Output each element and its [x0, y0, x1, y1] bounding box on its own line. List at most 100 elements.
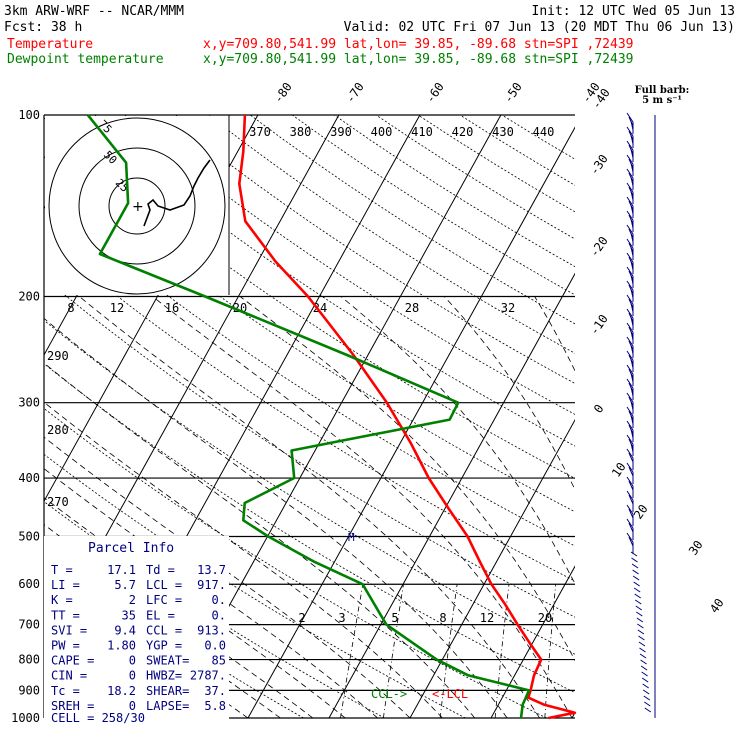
wind-barb [626, 238, 634, 260]
dry-adiabat-line [44, 363, 575, 694]
temperature-trace [238, 114, 577, 720]
wind-barb [626, 224, 634, 246]
wind-barb-low [642, 683, 649, 689]
isotherm-label: 30 [686, 538, 706, 558]
parcel-row-right-value: 85 [212, 654, 226, 668]
sounding-traces [86, 114, 577, 720]
wind-barb-low [634, 593, 641, 599]
barb-legend-title: Full barb: [635, 85, 690, 96]
mixing-ratio-label-lower: 3 [338, 611, 345, 625]
wind-barb-low [644, 701, 651, 707]
mixing-ratio-label: 28 [405, 301, 419, 315]
wind-barb-low [633, 581, 640, 587]
parcel-row-right-label: HWBZ= [146, 669, 182, 683]
wind-barb [626, 168, 634, 190]
wind-barb [626, 518, 634, 540]
wind-barb-low [635, 605, 643, 611]
mixing-ratio-label-lower: 20 [538, 611, 552, 625]
parcel-row-right-value: 0. [212, 608, 226, 622]
moist-adiabat-line [443, 296, 575, 491]
parcel-row-left-label: SVI = [51, 623, 87, 637]
dry-adiabat-line [44, 117, 575, 479]
wind-barb-low [639, 653, 647, 659]
wind-barb-low [641, 671, 648, 677]
wind-barb [626, 434, 634, 456]
wind-barb [626, 280, 634, 302]
wind-barb-low [631, 563, 639, 569]
mixing-ratio-label-lower: 12 [480, 611, 494, 625]
theta-label: 380 [290, 125, 312, 139]
wind-barb-low [639, 647, 646, 653]
moist-adiabat-line [340, 296, 575, 585]
parcel-info-title: Parcel Info [88, 541, 174, 556]
mixing-ratio-label: 8 [67, 301, 74, 315]
wind-barb-low [638, 641, 646, 647]
isotherm-line [328, 272, 575, 718]
parcel-info-panel: Parcel Info T = 17.1 Td = 13.7 LI = 5.7 LCL = 9… [44, 536, 229, 726]
parcel-row-left-label: T = [51, 563, 73, 577]
wind-barb [626, 420, 634, 442]
mixing-ratio-label-lower: 2 [298, 611, 305, 625]
dewpoint-legend: Dewpoint temperature [7, 52, 164, 67]
wind-barb [626, 378, 634, 400]
parcel-row-right-value: 2787. [190, 669, 226, 683]
theta-label: 410 [411, 125, 433, 139]
wind-barb [626, 322, 634, 344]
parcel-row-left-label: LI = [51, 578, 80, 592]
dry-adiabat-line [44, 319, 575, 655]
wind-barb [626, 532, 634, 554]
pressure-tick-label: 500 [18, 529, 40, 543]
parcel-row-left-label: K = [51, 593, 73, 607]
mixing-ratio-label: 24 [313, 301, 327, 315]
wind-barb-low [633, 587, 641, 593]
pressure-tick-label: 1000 [11, 711, 40, 725]
storm-cell-motion: CELL = 258/30 [51, 711, 145, 725]
wind-barb [626, 140, 634, 162]
dry-adiabat-line [44, 277, 575, 618]
theta-label: 390 [330, 125, 352, 139]
theta-label: 420 [452, 125, 474, 139]
wind-barb-low [632, 569, 639, 575]
barb-legend-units: 5 m s⁻¹ [642, 95, 682, 106]
pressure-tick-label: 900 [18, 683, 40, 697]
parcel-row-right-label: LFC = [146, 593, 182, 607]
wind-barb [626, 154, 634, 176]
moist-adiabat-line [79, 296, 540, 718]
theta-label: 400 [371, 125, 393, 139]
parcel-row-left-value: 0 [129, 669, 136, 683]
hodograph-ring [78, 147, 196, 265]
hodograph-center-mark: + [132, 199, 144, 215]
mixing-ratio-label-lower: 8 [439, 611, 446, 625]
parcel-row-right-value: 13.7 [197, 563, 226, 577]
parcel-row-left-label: Tc = [51, 684, 80, 698]
isotherm-label: 40 [707, 596, 727, 616]
parcel-row-left-label: TT = [51, 608, 80, 622]
pressure-tick-label: 400 [18, 471, 40, 485]
parcel-row-right-value: 0. [212, 593, 226, 607]
wind-barb-low [644, 707, 652, 713]
wind-barb-low [634, 599, 642, 605]
wind-barb [626, 336, 634, 358]
wind-barb-low [638, 635, 645, 641]
isotherm-line [490, 565, 575, 718]
parcel-row-right-label: LCL = [146, 578, 182, 592]
hodograph-ring [108, 177, 166, 235]
parcel-row-right-label: Td = [146, 563, 175, 577]
wind-barb [626, 406, 634, 428]
dewpoint-station-info: x,y=709.80,541.99 lat,lon= 39.85, -89.68… [203, 52, 633, 67]
parcel-row-left-value: 35 [122, 608, 136, 622]
dry-adiabat-line [44, 236, 575, 582]
wind-barb [626, 392, 634, 414]
parcel-row-left-value: 0 [129, 699, 136, 713]
parcel-row-right-label: SHEAR= [146, 684, 189, 698]
parcel-row-left-label: CIN = [51, 669, 87, 683]
pressure-tick-label: 300 [18, 396, 40, 410]
parcel-row-right-value: 917. [197, 578, 226, 592]
wind-barbs [626, 112, 656, 718]
lcl-marker: <-LCL [432, 687, 468, 701]
wind-barb-low [637, 629, 645, 635]
wind-barb [626, 476, 634, 498]
wind-barb-low [643, 695, 651, 701]
parcel-row-right-value: 0.0 [204, 639, 226, 653]
